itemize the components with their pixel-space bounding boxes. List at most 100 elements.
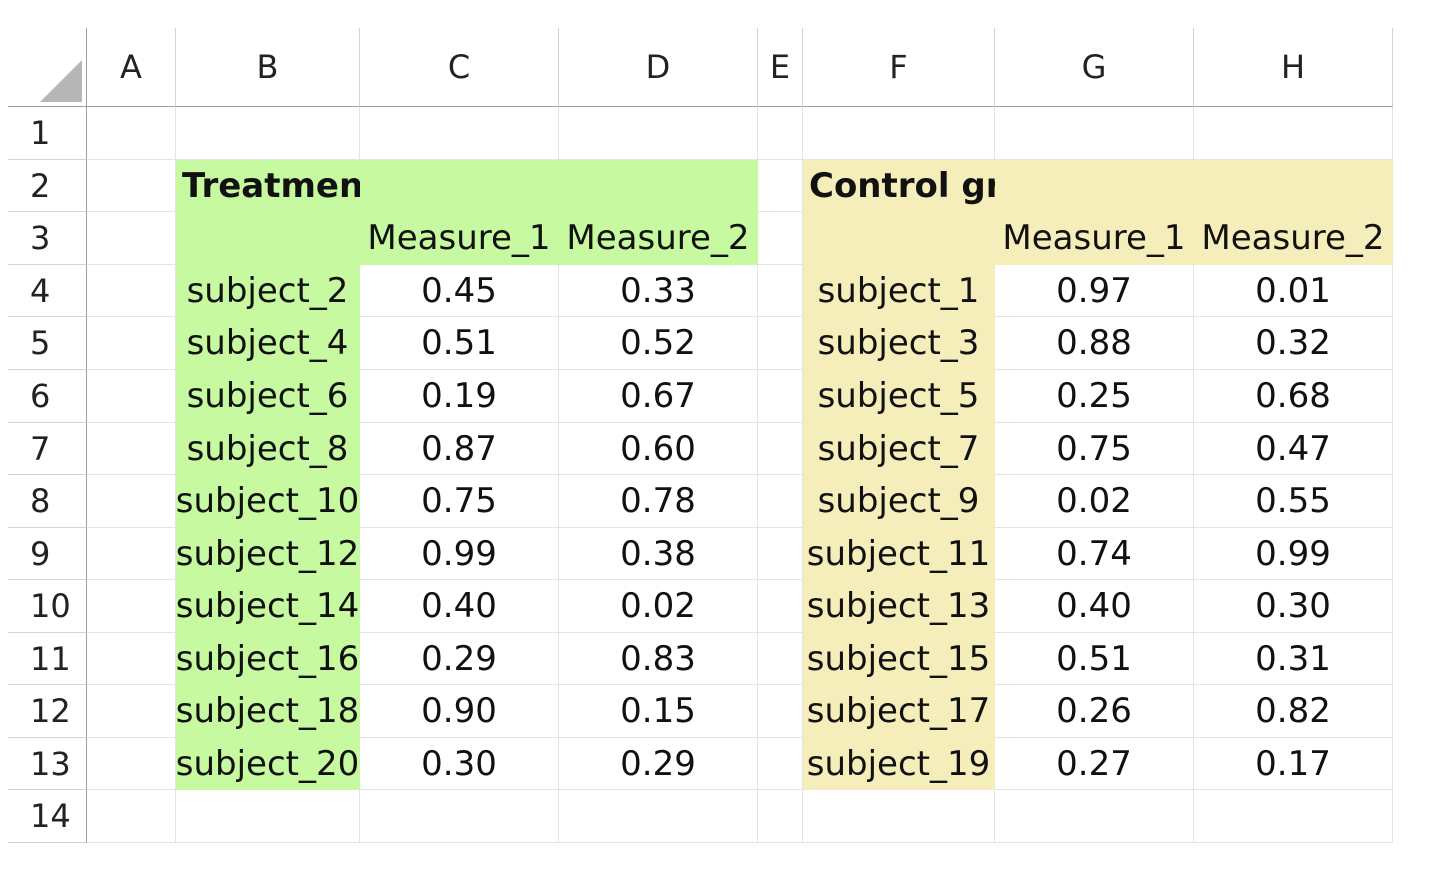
cell-c9[interactable]: 0.99 (360, 528, 559, 580)
row-header-6[interactable]: 6 (8, 370, 87, 423)
row-header-9[interactable]: 9 (8, 528, 87, 580)
row-header-7[interactable]: 7 (8, 423, 87, 475)
cell-g2[interactable] (995, 160, 1194, 212)
cell-c1[interactable] (360, 107, 559, 160)
cell-b3[interactable] (176, 212, 360, 265)
row-header-12[interactable]: 12 (8, 685, 87, 738)
row-header-10[interactable]: 10 (8, 580, 87, 633)
cell-d10[interactable]: 0.02 (559, 580, 758, 633)
cell-f2[interactable]: Control group (803, 160, 1074, 212)
cell-e13[interactable] (758, 738, 803, 790)
column-header-c[interactable]: C (360, 28, 559, 107)
cell-d2[interactable] (559, 160, 758, 212)
cell-f4[interactable]: subject_1 (803, 265, 995, 317)
cell-d1[interactable] (559, 107, 758, 160)
cell-h7[interactable]: 0.47 (1194, 423, 1393, 475)
cell-g12[interactable]: 0.26 (995, 685, 1194, 738)
cell-h14[interactable] (1194, 790, 1393, 843)
cell-f6[interactable]: subject_5 (803, 370, 995, 423)
cell-f5[interactable]: subject_3 (803, 317, 995, 370)
cell-b4[interactable]: subject_2 (176, 265, 360, 317)
cell-a4[interactable] (87, 265, 176, 317)
cell-f7[interactable]: subject_7 (803, 423, 995, 475)
row-header-5[interactable]: 5 (8, 317, 87, 370)
cell-a2[interactable] (87, 160, 176, 212)
column-header-d[interactable]: D (559, 28, 758, 107)
cell-f9[interactable]: subject_11 (803, 528, 995, 580)
column-header-f[interactable]: F (803, 28, 995, 107)
cell-c10[interactable]: 0.40 (360, 580, 559, 633)
row-header-11[interactable]: 11 (8, 633, 87, 685)
cell-c6[interactable]: 0.19 (360, 370, 559, 423)
cell-c2[interactable] (360, 160, 559, 212)
cell-g6[interactable]: 0.25 (995, 370, 1194, 423)
cell-d12[interactable]: 0.15 (559, 685, 758, 738)
cell-g10[interactable]: 0.40 (995, 580, 1194, 633)
cell-b2[interactable]: Treatment group (176, 160, 504, 212)
cell-d11[interactable]: 0.83 (559, 633, 758, 685)
row-header-2[interactable]: 2 (8, 160, 87, 212)
cell-g1[interactable] (995, 107, 1194, 160)
cell-d6[interactable]: 0.67 (559, 370, 758, 423)
cell-h2[interactable] (1194, 160, 1393, 212)
row-header-4[interactable]: 4 (8, 265, 87, 317)
column-header-e[interactable]: E (758, 28, 803, 107)
row-header-8[interactable]: 8 (8, 475, 87, 528)
cell-h12[interactable]: 0.82 (1194, 685, 1393, 738)
cell-c4[interactable]: 0.45 (360, 265, 559, 317)
column-header-a[interactable]: A (87, 28, 176, 107)
cell-a14[interactable] (87, 790, 176, 843)
cell-h10[interactable]: 0.30 (1194, 580, 1393, 633)
row-header-14[interactable]: 14 (8, 790, 87, 843)
cell-f8[interactable]: subject_9 (803, 475, 995, 528)
cell-e1[interactable] (758, 107, 803, 160)
cell-h4[interactable]: 0.01 (1194, 265, 1393, 317)
column-header-g[interactable]: G (995, 28, 1194, 107)
cell-a9[interactable] (87, 528, 176, 580)
cell-b5[interactable]: subject_4 (176, 317, 360, 370)
cell-a13[interactable] (87, 738, 176, 790)
select-all-corner[interactable] (8, 28, 87, 107)
cell-e12[interactable] (758, 685, 803, 738)
cell-a8[interactable] (87, 475, 176, 528)
cell-e2[interactable] (758, 160, 803, 212)
cell-b1[interactable] (176, 107, 360, 160)
cell-c14[interactable] (360, 790, 559, 843)
cell-c11[interactable]: 0.29 (360, 633, 559, 685)
cell-c12[interactable]: 0.90 (360, 685, 559, 738)
cell-h1[interactable] (1194, 107, 1393, 160)
cell-b6[interactable]: subject_6 (176, 370, 360, 423)
cell-f14[interactable] (803, 790, 995, 843)
cell-f11[interactable]: subject_15 (803, 633, 995, 685)
cell-e9[interactable] (758, 528, 803, 580)
column-header-h[interactable]: H (1194, 28, 1393, 107)
cell-g14[interactable] (995, 790, 1194, 843)
cell-b8[interactable]: subject_10 (176, 475, 360, 528)
cell-e14[interactable] (758, 790, 803, 843)
cell-e6[interactable] (758, 370, 803, 423)
cell-f1[interactable] (803, 107, 995, 160)
cell-h3[interactable]: Measure_2 (1194, 212, 1393, 265)
cell-c7[interactable]: 0.87 (360, 423, 559, 475)
cell-d3[interactable]: Measure_2 (559, 212, 758, 265)
cell-c13[interactable]: 0.30 (360, 738, 559, 790)
cell-h6[interactable]: 0.68 (1194, 370, 1393, 423)
cell-e4[interactable] (758, 265, 803, 317)
cell-e11[interactable] (758, 633, 803, 685)
cell-h13[interactable]: 0.17 (1194, 738, 1393, 790)
cell-b9[interactable]: subject_12 (176, 528, 360, 580)
cell-h5[interactable]: 0.32 (1194, 317, 1393, 370)
cell-d5[interactable]: 0.52 (559, 317, 758, 370)
column-header-b[interactable]: B (176, 28, 360, 107)
cell-a10[interactable] (87, 580, 176, 633)
cell-b7[interactable]: subject_8 (176, 423, 360, 475)
cell-h11[interactable]: 0.31 (1194, 633, 1393, 685)
cell-g8[interactable]: 0.02 (995, 475, 1194, 528)
cell-b12[interactable]: subject_18 (176, 685, 360, 738)
cell-h9[interactable]: 0.99 (1194, 528, 1393, 580)
cell-e10[interactable] (758, 580, 803, 633)
cell-d14[interactable] (559, 790, 758, 843)
cell-f13[interactable]: subject_19 (803, 738, 995, 790)
cell-a12[interactable] (87, 685, 176, 738)
cell-b10[interactable]: subject_14 (176, 580, 360, 633)
